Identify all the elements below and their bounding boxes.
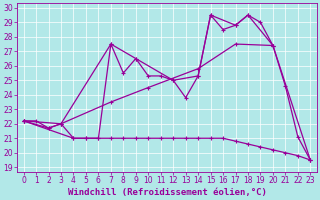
- X-axis label: Windchill (Refroidissement éolien,°C): Windchill (Refroidissement éolien,°C): [68, 188, 266, 197]
